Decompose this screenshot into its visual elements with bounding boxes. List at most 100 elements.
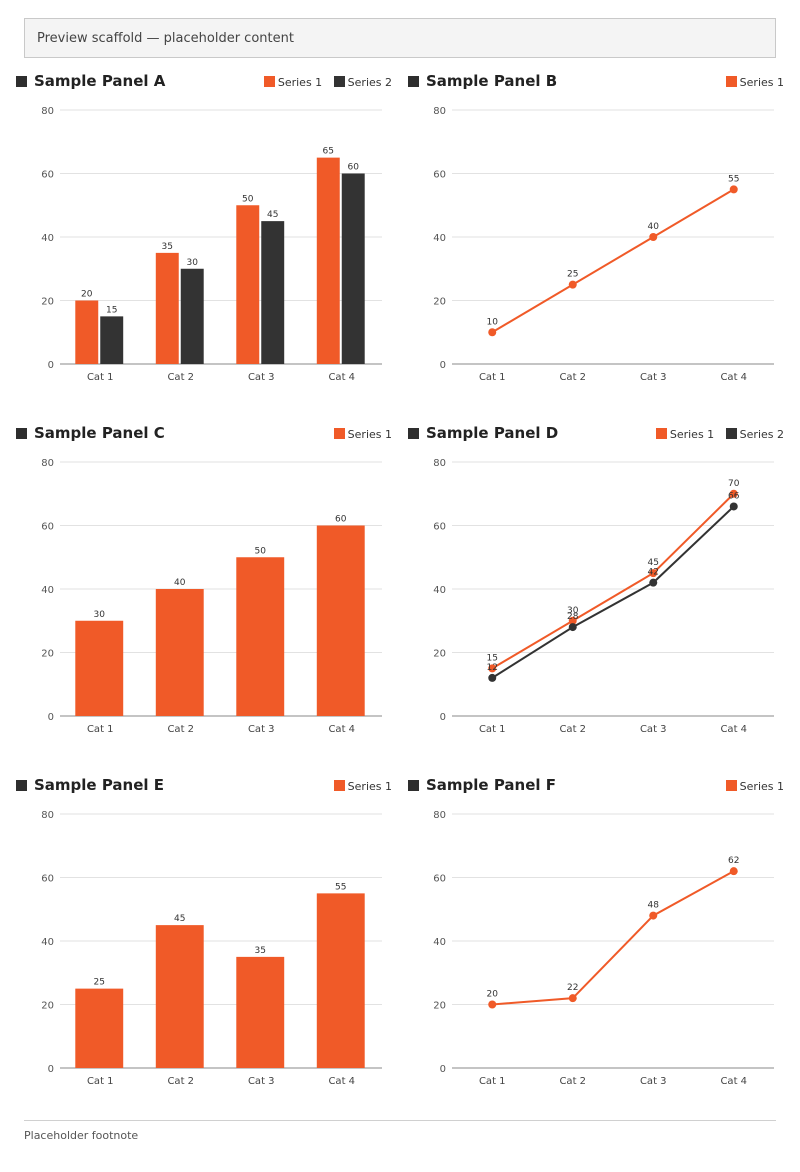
legend-item: Series 2 xyxy=(725,428,784,441)
y-tick-label: 40 xyxy=(433,937,446,948)
data-point xyxy=(649,578,658,587)
data-label: 45 xyxy=(648,558,659,568)
y-tick-label: 40 xyxy=(41,585,54,596)
bar xyxy=(236,205,260,364)
y-tick-label: 0 xyxy=(440,1064,446,1075)
y-tick-label: 0 xyxy=(440,360,446,371)
legend-swatch xyxy=(333,428,345,439)
chart-svg: 0 20 40 60 80 Cat 1 Cat 2 Cat 3 Cat 4 20 35 50 65 15 3… xyxy=(41,106,382,383)
data-label: 15 xyxy=(487,653,498,663)
y-tick-label: 20 xyxy=(41,1001,54,1012)
y-tick-label: 20 xyxy=(41,297,54,308)
data-label: 30 xyxy=(567,606,579,616)
chart-title: Sample Panel C xyxy=(16,424,165,446)
chart-svg: 0 20 40 60 80 Cat 1 Cat 2 Cat 3 Cat 4 15 30 45 70 12 2… xyxy=(433,458,774,735)
legend-swatch xyxy=(263,76,275,87)
y-tick-label: 80 xyxy=(41,106,54,117)
bar xyxy=(155,252,179,364)
data-label: 20 xyxy=(81,290,93,300)
y-tick-label: 60 xyxy=(41,170,54,181)
legend-label: Series 1 xyxy=(277,76,323,89)
x-tick-label: Cat 1 xyxy=(87,1076,114,1087)
chart-title: Sample Panel E xyxy=(16,776,164,798)
data-point xyxy=(488,1000,497,1009)
chart-legend: Series 1 Series 2 xyxy=(648,428,784,441)
legend-swatch xyxy=(725,428,737,439)
data-label: 22 xyxy=(567,983,578,993)
y-tick-label: 0 xyxy=(48,1064,54,1075)
x-tick-label: Cat 3 xyxy=(248,724,275,735)
legend-swatch xyxy=(333,76,345,87)
chart-svg: 0 20 40 60 80 Cat 1 Cat 2 Cat 3 Cat 4 20 22 48 62 xyxy=(433,810,774,1087)
legend-label: Series 2 xyxy=(739,428,784,441)
data-point xyxy=(568,616,577,625)
data-point xyxy=(649,569,658,578)
bar xyxy=(75,300,99,364)
y-tick-label: 60 xyxy=(41,522,54,533)
chart-svg: 0 20 40 60 80 Cat 1 Cat 2 Cat 3 Cat 4 25 45 35 55 xyxy=(41,810,382,1087)
data-label: 12 xyxy=(487,663,498,673)
legend-item: Series 2 xyxy=(333,76,392,89)
y-tick-label: 80 xyxy=(433,810,446,821)
y-tick-label: 20 xyxy=(41,649,54,660)
legend-label: Series 1 xyxy=(739,780,784,793)
data-label: 35 xyxy=(255,946,266,956)
y-tick-label: 80 xyxy=(433,458,446,469)
x-tick-label: Cat 2 xyxy=(559,372,586,383)
y-tick-label: 0 xyxy=(48,712,54,723)
data-point xyxy=(729,867,738,876)
x-tick-label: Cat 3 xyxy=(248,1076,275,1087)
y-tick-label: 0 xyxy=(48,360,54,371)
data-label: 35 xyxy=(162,242,173,252)
data-point xyxy=(568,280,577,289)
x-tick-label: Cat 4 xyxy=(328,1076,355,1087)
data-label: 55 xyxy=(335,882,346,892)
data-point xyxy=(488,664,497,673)
x-tick-label: Cat 2 xyxy=(559,724,586,735)
legend-label: Series 1 xyxy=(347,428,392,441)
data-label: 40 xyxy=(174,578,186,588)
bar xyxy=(75,620,124,716)
series-line xyxy=(491,505,735,679)
y-tick-label: 80 xyxy=(41,458,54,469)
bar xyxy=(316,157,340,364)
x-tick-label: Cat 3 xyxy=(640,724,667,735)
data-label: 30 xyxy=(94,610,106,620)
legend-item: Series 1 xyxy=(263,76,323,89)
x-tick-label: Cat 1 xyxy=(479,1076,506,1087)
data-label: 10 xyxy=(487,317,499,327)
legend-item: Series 1 xyxy=(333,428,392,441)
y-tick-label: 80 xyxy=(41,810,54,821)
x-tick-label: Cat 4 xyxy=(720,1076,747,1087)
y-tick-label: 60 xyxy=(433,874,446,885)
data-point xyxy=(729,185,738,194)
series-line xyxy=(492,870,735,1006)
data-label: 50 xyxy=(242,194,254,204)
bar xyxy=(236,956,285,1068)
data-label: 15 xyxy=(106,305,117,315)
chart-title: Sample Panel F xyxy=(408,776,556,798)
chart-legend: Series 1 xyxy=(718,780,784,793)
data-label: 62 xyxy=(728,856,739,866)
y-tick-label: 0 xyxy=(440,712,446,723)
data-point xyxy=(488,328,497,337)
chart-panel-3: Sample Panel C Series 1 0 20 40 60 80 Cat 1 Ca… xyxy=(16,424,392,764)
data-point xyxy=(649,233,658,241)
bar xyxy=(155,925,204,1068)
data-label: 66 xyxy=(728,491,740,501)
x-tick-label: Cat 4 xyxy=(328,372,355,383)
chart-legend: Series 1 xyxy=(326,780,392,793)
x-tick-label: Cat 2 xyxy=(167,372,194,383)
chart-svg: 0 20 40 60 80 Cat 1 Cat 2 Cat 3 Cat 4 30 40 50 60 xyxy=(41,458,382,735)
data-label: 45 xyxy=(267,210,278,220)
data-point xyxy=(729,502,738,511)
data-label: 30 xyxy=(187,258,199,268)
data-point xyxy=(729,489,738,498)
x-tick-label: Cat 4 xyxy=(328,724,355,735)
legend-swatch xyxy=(725,780,737,791)
x-tick-label: Cat 2 xyxy=(167,1076,194,1087)
y-tick-label: 60 xyxy=(433,170,446,181)
chart-legend: Series 1 Series 2 xyxy=(256,76,392,89)
bar xyxy=(341,173,365,364)
